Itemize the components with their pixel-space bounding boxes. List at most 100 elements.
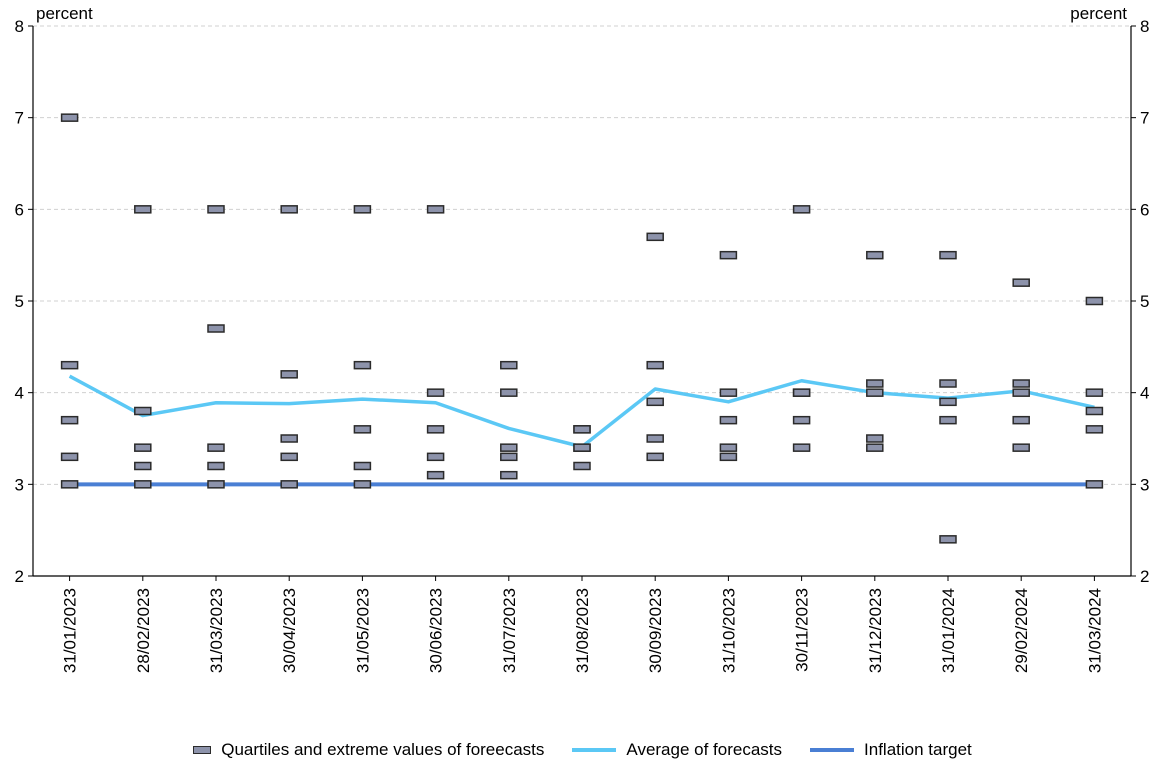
forecast-marker (426, 470, 445, 480)
y-tick-label-left: 7 (15, 109, 24, 128)
forecast-marker (134, 461, 152, 471)
forecast-marker (280, 480, 298, 489)
forecast-marker (792, 388, 811, 397)
y-tick-label-right: 2 (1140, 567, 1149, 586)
forecast-marker (500, 443, 518, 452)
x-tick-label: 31/08/2023 (573, 588, 592, 673)
forecast-marker (134, 205, 152, 214)
y-tick-label-right: 7 (1140, 109, 1149, 128)
forecast-marker (866, 443, 884, 452)
x-tick-label: 31/03/2023 (207, 588, 226, 673)
x-tick-label: 31/01/2024 (939, 588, 958, 673)
legend-item-quartiles: Quartiles and extreme values of foreecas… (193, 740, 544, 760)
forecast-marker (1085, 425, 1104, 434)
forecast-marker (866, 250, 884, 260)
forecast-marker (719, 388, 738, 397)
x-tick-label: 31/05/2023 (353, 588, 372, 673)
x-tick-label: 31/07/2023 (500, 588, 519, 673)
forecast-marker (939, 379, 957, 388)
forecast-marker (646, 360, 664, 370)
forecast-marker (500, 388, 518, 397)
y-tick-label-right: 8 (1140, 17, 1149, 36)
x-tick-label: 31/01/2023 (61, 588, 80, 673)
y-tick-label-left: 2 (15, 567, 24, 586)
forecast-marker (280, 452, 298, 462)
forecast-marker (866, 434, 884, 443)
forecast-marker (1012, 443, 1030, 452)
forecast-marker (573, 443, 591, 452)
y-tick-label-right: 4 (1140, 384, 1149, 403)
forecast-marker (866, 379, 884, 388)
forecast-marker (353, 480, 372, 489)
forecast-marker (719, 250, 738, 260)
forecast-marker (1012, 278, 1030, 287)
y-tick-label-right: 3 (1140, 475, 1149, 494)
y-tick-label-left: 6 (15, 200, 24, 219)
forecast-marker (280, 370, 298, 379)
forecast-marker (207, 205, 225, 214)
left-unit-label: percent (36, 4, 93, 23)
x-tick-label: 31/03/2024 (1085, 588, 1104, 673)
x-tick-label: 29/02/2024 (1012, 588, 1031, 673)
forecast-marker (353, 360, 372, 370)
forecast-marker (500, 470, 518, 480)
forecast-marker (353, 461, 372, 471)
forecast-marker (1085, 388, 1104, 397)
forecast-marker (60, 113, 79, 122)
forecast-marker (60, 480, 79, 489)
forecast-marker (1085, 480, 1104, 489)
forecast-marker (280, 205, 298, 214)
quartile-markers (60, 113, 1104, 544)
legend-label-target: Inflation target (864, 740, 972, 759)
forecast-marker (792, 443, 811, 452)
forecast-marker (646, 452, 664, 462)
forecast-marker (1012, 379, 1030, 388)
forecast-marker (719, 443, 738, 452)
forecast-marker (207, 443, 225, 452)
x-tick-label: 31/10/2023 (719, 588, 738, 673)
right-unit-label: percent (1070, 4, 1127, 23)
forecast-marker (60, 360, 79, 370)
forecast-marker (134, 443, 152, 452)
forecast-marker (939, 415, 957, 425)
y-tick-label-left: 5 (15, 292, 24, 311)
legend-item-average: Average of forecasts (572, 740, 782, 760)
forecast-marker (939, 535, 957, 544)
forecast-marker (866, 388, 884, 397)
forecast-marker (1012, 388, 1030, 397)
legend-label-quartiles: Quartiles and extreme values of foreecas… (221, 740, 545, 759)
forecast-marker (1085, 296, 1104, 306)
forecast-marker (207, 461, 225, 471)
y-tick-label-right: 5 (1140, 292, 1149, 311)
forecast-marker (60, 452, 79, 462)
legend-marker-swatch (193, 746, 212, 754)
forecast-marker (939, 397, 957, 407)
legend-item-target: Inflation target (810, 740, 972, 760)
forecast-marker (426, 205, 445, 214)
x-tick-labels: 31/01/2023 28/02/2023 31/03/2023 30/04/2023… (61, 576, 1104, 673)
forecast-marker (792, 415, 811, 425)
chart: percent percent 2 2 3 3 4 4 5 5 6 6 7 7 8 8 31/01/202… (15, 4, 1150, 673)
forecast-marker (134, 406, 152, 416)
forecast-marker (1012, 415, 1030, 425)
legend-target-swatch (810, 748, 855, 752)
legend-label-average: Average of forecasts (626, 740, 783, 759)
y-tick-label-left: 8 (15, 17, 24, 36)
forecast-marker (646, 397, 664, 407)
forecast-marker (426, 425, 445, 434)
forecast-marker (719, 415, 738, 425)
forecast-marker (646, 434, 664, 443)
forecast-marker (1085, 406, 1104, 416)
y-tick-label-left: 4 (15, 384, 24, 403)
legend-average-swatch (572, 748, 617, 752)
forecast-marker (719, 452, 738, 462)
forecast-marker (426, 388, 445, 397)
forecast-marker (500, 360, 518, 370)
y-tick-labels: 2 2 3 3 4 4 5 5 6 6 7 7 8 8 (15, 17, 1150, 586)
forecast-marker (353, 205, 372, 214)
grid-lines (28, 25, 1136, 577)
forecast-marker (280, 434, 298, 443)
forecast-marker (353, 425, 372, 434)
forecast-marker (573, 425, 591, 434)
forecast-marker (939, 250, 957, 260)
